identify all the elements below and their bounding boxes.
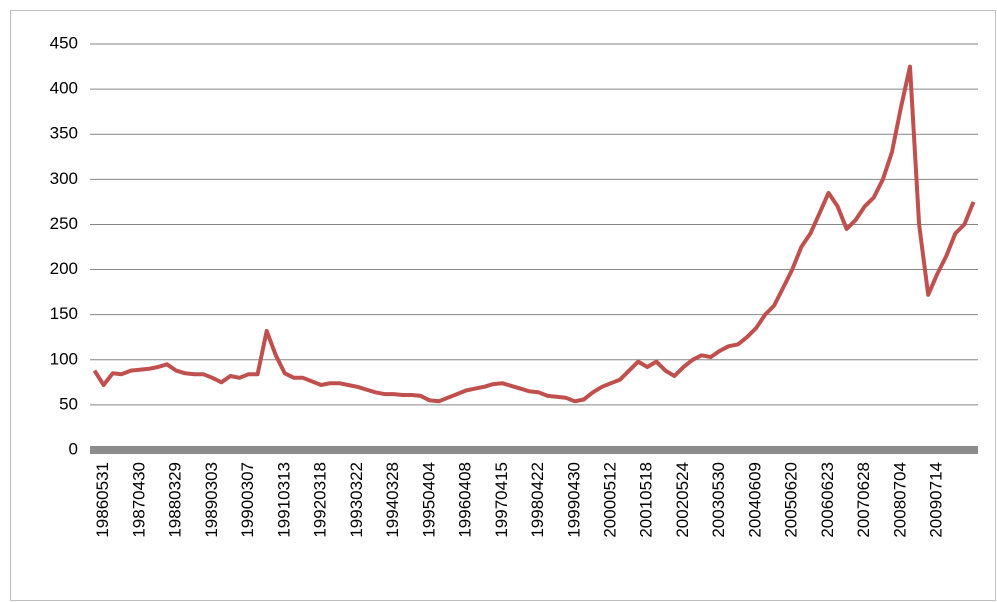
y-tick-label: 200	[50, 259, 78, 278]
x-tick-label: 19960408	[456, 462, 475, 538]
x-tick-label: 20030530	[709, 462, 728, 538]
y-tick-label: 450	[50, 33, 78, 52]
x-tick-label: 19870430	[129, 462, 148, 538]
x-tick-label: 20040609	[745, 462, 764, 538]
x-tick-label: 20090714	[927, 462, 946, 538]
y-tick-label: 400	[50, 79, 78, 98]
x-tick-label: 19910313	[274, 462, 293, 538]
x-tick-label: 20000512	[601, 462, 620, 538]
x-tick-label: 19860531	[93, 462, 112, 538]
x-axis	[90, 446, 978, 454]
y-tick-label: 100	[50, 349, 78, 368]
x-tick-label: 19990430	[564, 462, 583, 538]
x-tick-label: 20080704	[890, 462, 909, 538]
y-tick-label: 0	[69, 439, 78, 458]
x-tick-label: 19900307	[238, 462, 257, 538]
x-tick-label: 19940328	[383, 462, 402, 538]
y-tick-label: 250	[50, 214, 78, 233]
x-tick-label: 19880329	[166, 462, 185, 538]
x-tick-label: 20020524	[673, 462, 692, 538]
x-tick-label: 20060623	[818, 462, 837, 538]
y-tick-label: 350	[50, 124, 78, 143]
x-tick-label: 20070628	[854, 462, 873, 538]
chart-border	[10, 10, 996, 601]
x-tick-label: 19930322	[347, 462, 366, 538]
x-tick-label: 19980422	[528, 462, 547, 538]
x-tick-label: 19970415	[492, 462, 511, 538]
x-tick-label: 19950404	[419, 462, 438, 538]
y-tick-label: 300	[50, 169, 78, 188]
x-tick-label: 20010518	[637, 462, 656, 538]
x-tick-label: 19890303	[202, 462, 221, 538]
y-tick-label: 150	[50, 304, 78, 323]
y-tick-label: 50	[59, 394, 78, 413]
data-line	[92, 64, 976, 404]
x-tick-label: 19920318	[311, 462, 330, 538]
x-tick-label: 20050620	[782, 462, 801, 538]
